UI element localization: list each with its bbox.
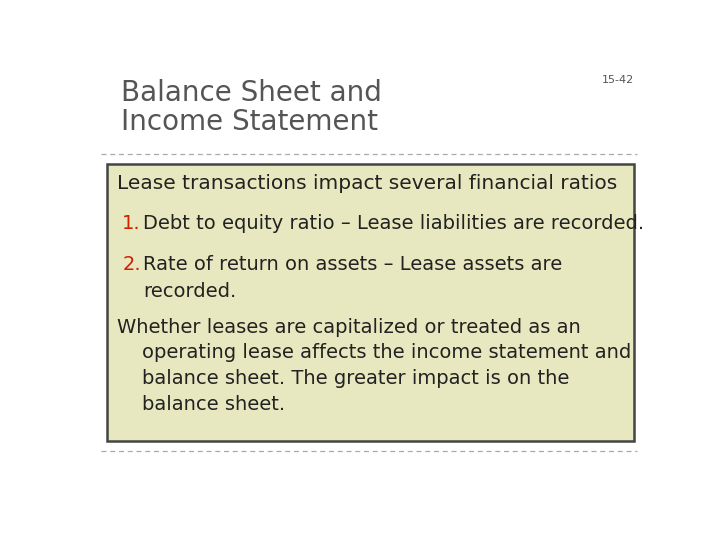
Text: Rate of return on assets – Lease assets are: Rate of return on assets – Lease assets … bbox=[143, 255, 562, 274]
Text: 2.: 2. bbox=[122, 255, 141, 274]
Text: Whether leases are capitalized or treated as an: Whether leases are capitalized or treate… bbox=[117, 318, 580, 336]
Text: balance sheet.: balance sheet. bbox=[117, 395, 285, 414]
Text: Debt to equity ratio – Lease liabilities are recorded.: Debt to equity ratio – Lease liabilities… bbox=[143, 214, 644, 233]
FancyBboxPatch shape bbox=[107, 164, 634, 441]
Text: operating lease affects the income statement and: operating lease affects the income state… bbox=[117, 343, 631, 362]
Text: Balance Sheet and: Balance Sheet and bbox=[121, 79, 382, 107]
Text: Lease transactions impact several financial ratios: Lease transactions impact several financ… bbox=[117, 174, 617, 193]
Text: balance sheet. The greater impact is on the: balance sheet. The greater impact is on … bbox=[117, 369, 569, 388]
Text: 1.: 1. bbox=[122, 214, 141, 233]
Text: recorded.: recorded. bbox=[143, 282, 236, 301]
Text: 15-42: 15-42 bbox=[602, 75, 634, 85]
Text: Income Statement: Income Statement bbox=[121, 109, 378, 137]
